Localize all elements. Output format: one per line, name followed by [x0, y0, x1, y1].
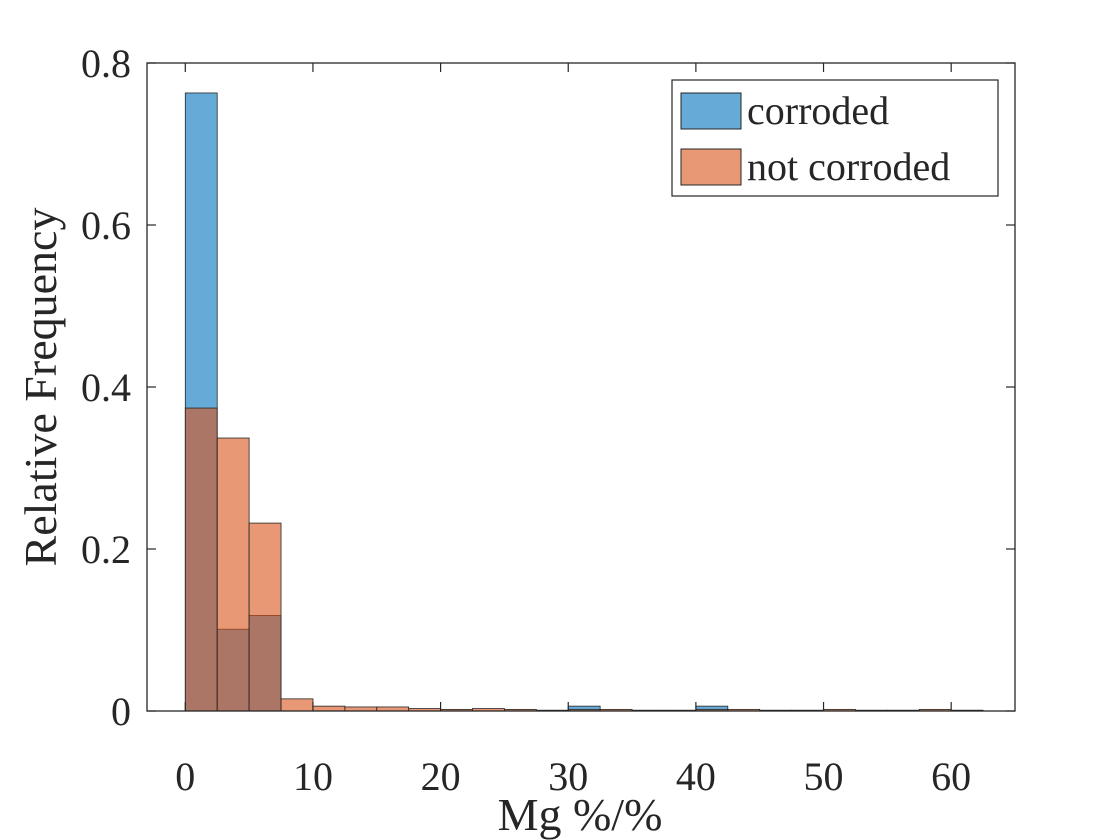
x-tick-label-0: 0 [175, 754, 195, 799]
bar-not-corroded-0 [184, 407, 218, 712]
x-tick-label-40: 40 [676, 754, 716, 799]
y-tick-label-4: 0.8 [81, 41, 131, 86]
y-tick-label-1: 0.2 [81, 527, 131, 572]
y-tick-label-3: 0.6 [81, 203, 131, 248]
bar-not-corroded-3 [280, 698, 314, 712]
legend-swatch-not-corroded [680, 148, 742, 186]
bar-not-corroded-1 [216, 437, 250, 712]
x-axis-label: Mg %/% [498, 789, 663, 840]
bar-not-corroded-4 [312, 705, 346, 712]
x-tick-label-30: 30 [548, 754, 588, 799]
x-axis-ticks: 0 10 20 30 40 50 60 [175, 63, 971, 799]
y-tick-label-0: 0 [111, 689, 131, 734]
y-axis-label: Relative Frequency [15, 208, 66, 567]
legend-label-not-corroded: not corroded [747, 144, 950, 189]
legend-swatch-corroded [680, 92, 742, 130]
bars [184, 92, 984, 712]
x-tick-label-50: 50 [804, 754, 844, 799]
x-tick-label-20: 20 [421, 754, 461, 799]
legend-label-corroded: corroded [747, 88, 889, 133]
x-tick-label-60: 60 [931, 754, 971, 799]
x-tick-label-10: 10 [293, 754, 333, 799]
plot-frame [146, 62, 1016, 712]
bar-not-corroded-2 [248, 522, 282, 712]
y-tick-label-2: 0.4 [81, 365, 131, 410]
legend: corroded not corroded [671, 79, 999, 197]
